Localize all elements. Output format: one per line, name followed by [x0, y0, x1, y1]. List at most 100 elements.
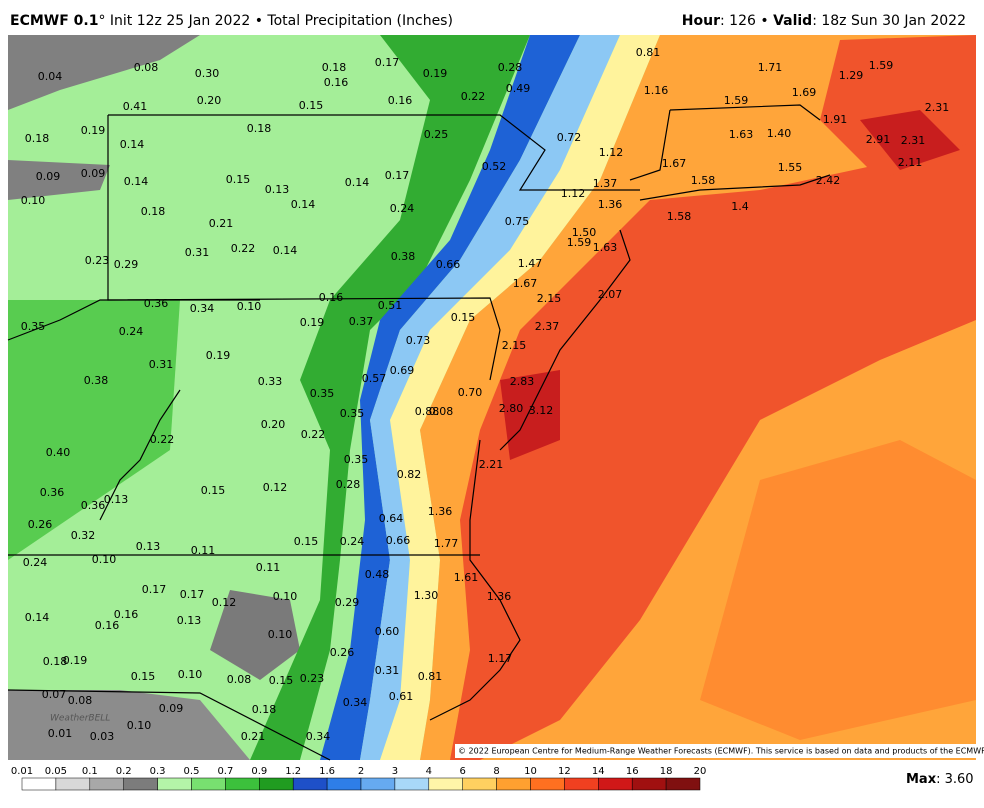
precip-value: 0.57: [362, 372, 387, 385]
colorbar-label: 3: [392, 766, 398, 777]
header-right: Hour: 126 • Valid: 18z Sun 30 Jan 2022: [682, 13, 966, 29]
precip-value: 0.24: [23, 556, 48, 569]
precip-value: 0.52: [482, 160, 507, 173]
precip-value: 0.16: [114, 608, 139, 621]
precip-value: 0.30: [195, 67, 220, 80]
precip-value: 0.34: [190, 302, 215, 315]
precip-value: 0.35: [21, 320, 46, 333]
colorbar-cell: [157, 777, 192, 791]
precip-value: 0.11: [191, 544, 216, 557]
precip-value: 2.15: [537, 292, 562, 305]
precip-value: 0.10: [92, 553, 117, 566]
precip-value: 0.31: [375, 664, 400, 677]
precip-value: 2.15: [502, 339, 527, 352]
colorbar-cell: [360, 777, 396, 791]
precip-value: 0.19: [423, 67, 448, 80]
precip-value: 0.28: [498, 61, 523, 74]
precip-value: 0.01: [48, 727, 73, 740]
watermark: WeatherBELL: [50, 714, 110, 724]
labels: 0.04 0.08 0.30 0.18 0.17 0.19 0.28 0.81 0.16 0.49…: [21, 46, 950, 743]
colorbar-label: 2: [358, 766, 364, 777]
copyright: © 2022 European Centre for Medium-Range …: [458, 747, 984, 756]
precip-value: 2.11: [898, 156, 923, 169]
precip-value: 0.19: [206, 349, 231, 362]
hour-label: Hour: [682, 13, 720, 29]
precip-value: 0.08: [227, 673, 252, 686]
precip-value: 0.18: [247, 122, 272, 135]
precip-value: 0.23: [85, 254, 110, 267]
precip-value: 0.14: [124, 175, 149, 188]
precip-value: 0.18: [43, 655, 68, 668]
precip-value: 0.37: [349, 315, 374, 328]
run-info: ° Init 12z 25 Jan 2022 • Total Precipita…: [98, 13, 452, 29]
legend: 0.01 0.05 0.1 0.2 0.3 0.5 0.7 0.9 1.2 1.6 2 3 4 6 8 10 1…: [11, 766, 706, 791]
precip-value: 0.03: [90, 730, 115, 743]
precip-value: 0.31: [185, 246, 210, 259]
colorbar-label: 0.9: [251, 766, 267, 777]
precip-value: 0.17: [142, 583, 167, 596]
colorbar-cell: [496, 777, 531, 791]
precip-value: 1.29: [839, 69, 864, 82]
max-value: : 3.60: [936, 772, 973, 787]
colorbar-label: 0.05: [45, 766, 67, 777]
precip-value: 1.58: [667, 210, 692, 223]
precip-value: 0.12: [212, 596, 237, 609]
colorbar-cell: [462, 777, 497, 791]
precip-value: 1.77: [434, 537, 459, 550]
precip-value: 1.59: [724, 94, 749, 107]
precip-value: 0.64: [379, 512, 404, 525]
precip-value: 1.55: [778, 161, 803, 174]
precip-value: 0.70: [458, 386, 483, 399]
precip-value: 0.61: [389, 690, 414, 703]
precip-value: 2.37: [535, 320, 560, 333]
precip-value: 0.09: [36, 170, 61, 183]
precip-value: 1.40: [767, 127, 792, 140]
precip-value: 0.81: [636, 46, 661, 59]
precip-value: 0.08: [429, 405, 454, 418]
colorbar-cell: [428, 777, 463, 791]
model-name: ECMWF 0.1: [10, 13, 98, 29]
precip-value: 0.41: [123, 100, 148, 113]
precip-value: 1.30: [414, 589, 439, 602]
precip-value: 2.31: [901, 134, 926, 147]
colorbar-label: 10: [524, 766, 537, 777]
colorbar-label: 1.2: [285, 766, 301, 777]
precip-value: 0.24: [119, 325, 144, 338]
colorbar-label: 0.2: [116, 766, 132, 777]
colorbar-cell: [225, 777, 260, 791]
colorbar-label: 8: [493, 766, 499, 777]
colorbar-label: 0.1: [82, 766, 98, 777]
precip-value: 0.81: [418, 670, 443, 683]
precip-value: 0.20: [261, 418, 286, 431]
colorbar-label: 1.6: [319, 766, 335, 777]
precip-value: 1.67: [513, 277, 538, 290]
precip-value: 0.04: [38, 70, 63, 83]
precip-value: 1.12: [561, 187, 586, 200]
precip-value: 0.15: [294, 535, 319, 548]
precip-value: 0.15: [226, 173, 251, 186]
precip-value: 0.19: [81, 124, 106, 137]
precip-value: 0.19: [300, 316, 325, 329]
precip-value: 0.15: [201, 484, 226, 497]
colorbar-label: 0.7: [217, 766, 233, 777]
colorbar-cell: [259, 777, 294, 791]
colorbar-label: 4: [426, 766, 432, 777]
header-left: ECMWF 0.1° Init 12z 25 Jan 2022 • Total …: [10, 13, 453, 29]
precip-value: 1.91: [823, 113, 848, 126]
precip-value: 1.36: [487, 590, 512, 603]
precip-value: 0.09: [159, 702, 184, 715]
colorbar-label: 16: [626, 766, 639, 777]
precip-value: 0.16: [324, 76, 349, 89]
precip-value: 0.31: [149, 358, 174, 371]
colorbar-cell: [530, 777, 565, 791]
precip-value: 0.75: [505, 215, 530, 228]
precip-value: 0.49: [506, 82, 531, 95]
valid-label: Valid: [773, 13, 812, 29]
colorbar-label: 6: [460, 766, 466, 777]
precip-value: 0.35: [310, 387, 335, 400]
precip-value: 0.07: [42, 688, 67, 701]
precip-value: 1.59: [869, 59, 894, 72]
precip-value: 3.12: [529, 404, 554, 417]
precip-value: 0.48: [365, 568, 390, 581]
